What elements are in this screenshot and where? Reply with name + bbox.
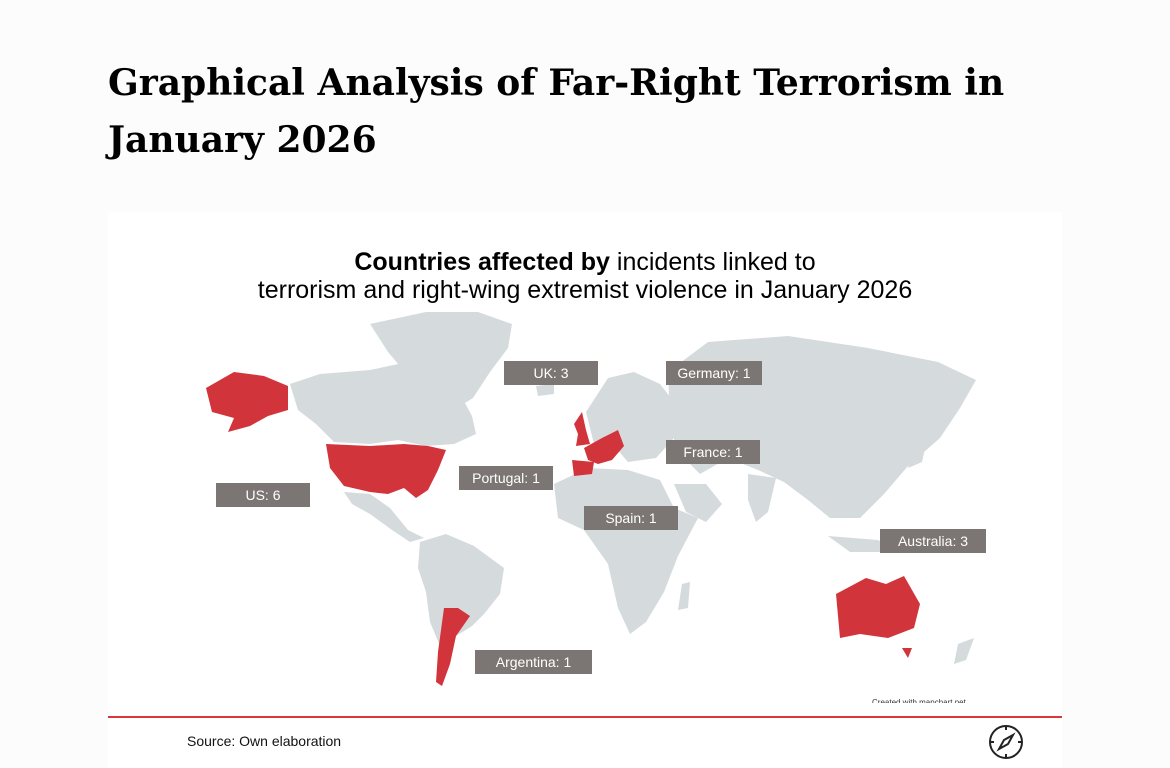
compass-logo-icon [989, 725, 1023, 759]
uk-shape [574, 412, 590, 446]
label-germany: Germany: 1 [666, 361, 762, 385]
iberia-shape [572, 460, 594, 476]
map-title-line2: terrorism and right-wing extremist viole… [257, 276, 913, 304]
map-title-line1: incidents linked to [609, 248, 816, 276]
new-zealand-shape [954, 638, 974, 664]
map-title: Countries affected by incidents linked t… [108, 248, 1062, 304]
label-spain: Spain: 1 [584, 506, 678, 530]
arabia-shape [674, 484, 722, 522]
central-america-shape [344, 492, 424, 542]
south-america-shape [418, 534, 504, 646]
france-germany-shape [584, 430, 624, 464]
label-france: France: 1 [666, 440, 760, 464]
tasmania-shape [902, 648, 912, 658]
map-title-bold: Countries affected by [354, 248, 610, 276]
label-portugal: Portugal: 1 [459, 466, 553, 490]
source-note: Source: Own elaboration [187, 733, 342, 749]
label-uk: UK: 3 [504, 361, 598, 385]
iceland-shape [536, 384, 554, 396]
australia-shape [836, 576, 920, 638]
label-argentina: Argentina: 1 [475, 650, 592, 674]
japan-shape [908, 422, 930, 468]
highlighted-countries [206, 372, 920, 686]
madagascar-shape [678, 582, 690, 610]
footer-divider [108, 716, 1062, 718]
us-shape [326, 444, 446, 498]
greenland-shape [370, 312, 512, 412]
page-title: Graphical Analysis of Far-Right Terroris… [108, 62, 1005, 161]
india-shape [748, 474, 776, 522]
label-us: US: 6 [216, 483, 310, 507]
label-australia: Australia: 3 [880, 529, 986, 553]
map-figure: Countries affected by incidents linked t… [108, 212, 1062, 768]
canada-shape [290, 362, 476, 446]
mapchart-credit: Created with mapchart.net [872, 698, 966, 703]
alaska-shape [206, 372, 288, 432]
argentina-shape [436, 608, 470, 686]
africa-shape [554, 468, 698, 634]
